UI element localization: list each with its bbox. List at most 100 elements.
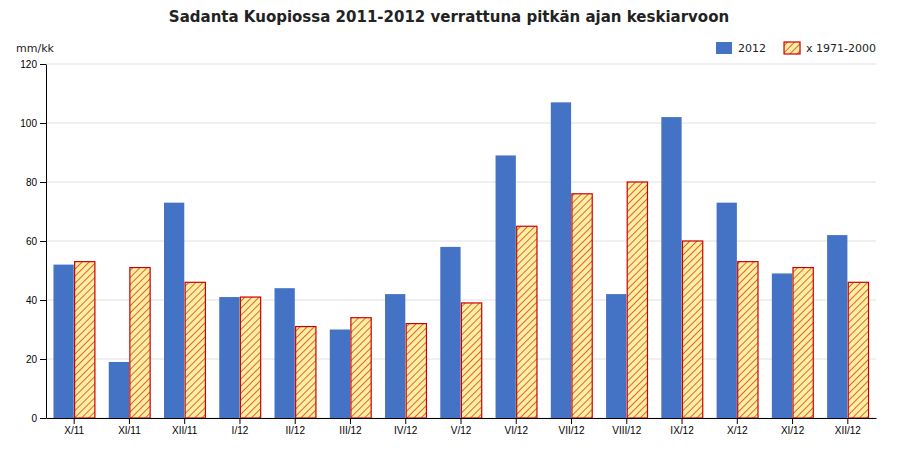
x-tick-mark [74,418,75,424]
legend-item: x 1971-2000 [784,42,876,55]
y-tick-mark [40,64,46,65]
bar-series [53,102,847,418]
x-tick: II/12 [285,418,305,436]
x-tick: X/11 [64,418,84,436]
y-tick: 0 [31,413,46,424]
bar-series [75,182,869,418]
x-tick-label: VIII/12 [612,425,641,436]
grid [46,64,876,418]
x-tick-mark [461,418,462,424]
bar [717,203,737,418]
y-tick-label: 80 [26,177,38,188]
x-tick: I/12 [232,418,249,436]
y-tick: 60 [26,236,46,247]
legend: 2012 x 1971-2000 [716,42,876,55]
x-tick-mark [295,418,296,424]
x-tick: V/12 [451,418,472,436]
y-tick-mark [40,418,46,419]
x-tick-mark [129,418,130,424]
bar [219,297,239,418]
x-tick-mark [571,418,572,424]
y-tick-label: 20 [26,354,38,365]
x-tick: XII/12 [835,418,862,436]
bar [164,203,184,418]
legend-label: x 1971-2000 [806,42,876,55]
y-tick-label: 100 [20,118,37,129]
bar [240,297,260,418]
axis-line [46,65,47,419]
x-tick-label: VII/12 [558,425,585,436]
x-tick-label: X/11 [64,425,84,436]
y-tick-label: 60 [26,236,38,247]
bar [551,102,571,418]
y-tick: 100 [20,118,46,129]
x-tick-mark [626,418,627,424]
x-tick-label: IX/12 [670,425,694,436]
title: Sadanta Kuopiossa 2011-2012 verrattuna p… [169,8,729,26]
x-tick-label: XII/11 [172,425,198,436]
x-tick-mark [516,418,517,424]
y-tick: 40 [26,295,46,306]
x-tick-mark [239,418,240,424]
bar [848,282,868,418]
bar [185,282,205,418]
x-tick-mark [792,418,793,424]
x-tick-label: II/12 [285,425,305,436]
bar [406,324,426,418]
grid-line [46,123,876,124]
bar [330,330,350,419]
bar [351,318,371,418]
bar [275,288,295,418]
x-tick-label: III/12 [339,425,362,436]
plot: X/11XI/11XII/11I/12II/12III/12IV/12V/12V… [20,59,876,436]
bar [75,262,95,418]
y-tick-label: 120 [20,59,37,70]
x-tick: VIII/12 [612,418,641,436]
y-axis: 0 20 40 60 80 100 120 [20,59,46,424]
y-axis-label: mm/kk [16,42,55,55]
bar [461,303,481,418]
x-tick-label: X/12 [727,425,748,436]
y-tick-mark [40,359,46,360]
x-tick-mark [682,418,683,424]
x-tick: X/12 [727,418,748,436]
bar [572,194,592,418]
y-tick-mark [40,182,46,183]
x-tick-label: XI/12 [781,425,805,436]
legend-label: 2012 [738,42,766,55]
x-tick: XI/12 [781,418,805,436]
chart: X/11XI/11XII/11I/12II/12III/12IV/12V/12V… [0,0,898,450]
bars [53,102,868,418]
x-tick: III/12 [339,418,362,436]
bar [130,268,150,418]
x-tick: IX/12 [670,418,694,436]
bar [772,273,792,418]
x-tick-mark [847,418,848,424]
y-tick-mark [40,241,46,242]
bar [661,117,681,418]
bar [296,327,316,418]
bar [738,262,758,418]
y-tick-label: 40 [26,295,38,306]
x-tick: VI/12 [505,418,529,436]
y-tick: 120 [20,59,46,70]
y-tick: 20 [26,354,46,365]
legend-swatch [716,42,732,54]
y-tick-mark [40,300,46,301]
x-tick-mark [737,418,738,424]
x-tick-mark [184,418,185,424]
x-tick-label: I/12 [232,425,249,436]
bar [606,294,626,418]
grid-line [46,182,876,183]
grid-line [46,64,876,65]
bar [517,226,537,418]
y-tick-label: 0 [31,413,37,424]
x-tick-mark [350,418,351,424]
bar [53,265,73,418]
bar [627,182,647,418]
bar [385,294,405,418]
bar [682,241,702,418]
x-tick-label: VI/12 [505,425,529,436]
bar [793,268,813,418]
y-tick-mark [40,123,46,124]
